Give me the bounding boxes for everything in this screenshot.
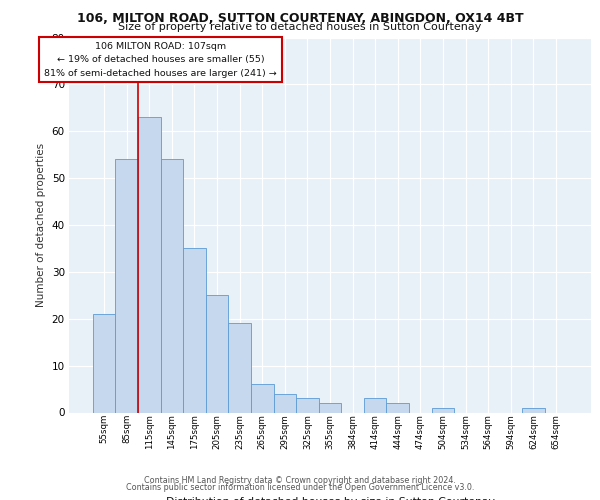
Text: Contains HM Land Registry data © Crown copyright and database right 2024.: Contains HM Land Registry data © Crown c… bbox=[144, 476, 456, 485]
Bar bbox=[364, 398, 386, 412]
Bar bbox=[274, 394, 296, 412]
Bar bbox=[183, 248, 206, 412]
Text: 106 MILTON ROAD: 107sqm
← 19% of detached houses are smaller (55)
81% of semi-de: 106 MILTON ROAD: 107sqm ← 19% of detache… bbox=[44, 42, 277, 78]
Text: Contains public sector information licensed under the Open Government Licence v3: Contains public sector information licen… bbox=[126, 484, 474, 492]
Bar bbox=[138, 117, 161, 412]
Bar bbox=[431, 408, 454, 412]
Bar bbox=[319, 403, 341, 412]
Bar bbox=[522, 408, 545, 412]
Text: 106, MILTON ROAD, SUTTON COURTENAY, ABINGDON, OX14 4BT: 106, MILTON ROAD, SUTTON COURTENAY, ABIN… bbox=[77, 12, 523, 26]
Text: Size of property relative to detached houses in Sutton Courtenay: Size of property relative to detached ho… bbox=[118, 22, 482, 32]
Y-axis label: Number of detached properties: Number of detached properties bbox=[36, 143, 46, 307]
Bar bbox=[115, 160, 138, 412]
Bar bbox=[229, 324, 251, 412]
Bar bbox=[251, 384, 274, 412]
Bar bbox=[386, 403, 409, 412]
X-axis label: Distribution of detached houses by size in Sutton Courtenay: Distribution of detached houses by size … bbox=[166, 498, 494, 500]
Bar bbox=[206, 296, 229, 412]
Bar bbox=[93, 314, 115, 412]
Bar bbox=[296, 398, 319, 412]
Bar bbox=[161, 160, 183, 412]
